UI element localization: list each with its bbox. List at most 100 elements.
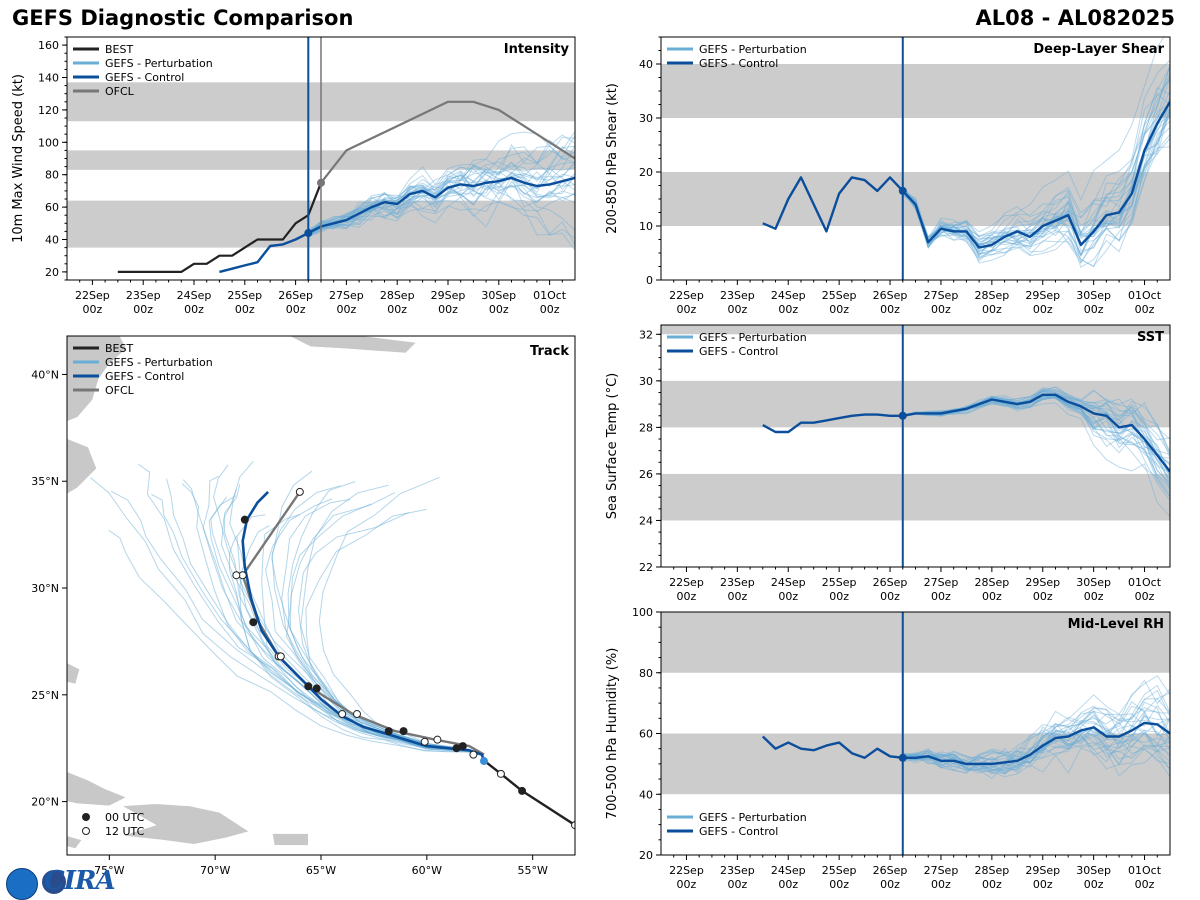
perturbation-member-line bbox=[902, 59, 1170, 245]
ofcl-12z-marker bbox=[276, 652, 285, 661]
x-tick-label: 00z bbox=[235, 303, 255, 316]
lon-tick-label: 70°W bbox=[200, 864, 230, 877]
x-tick-label: 01Oct bbox=[1128, 289, 1162, 302]
perturbation-track bbox=[281, 498, 485, 762]
x-tick-label: 00z bbox=[438, 303, 458, 316]
x-tick-label: 00z bbox=[829, 878, 849, 891]
lat-tick-label: 20°N bbox=[31, 796, 59, 809]
y-tick-label: 120 bbox=[38, 104, 59, 117]
perturbation-member-line bbox=[307, 146, 575, 235]
x-tick-label: 28Sep bbox=[380, 289, 415, 302]
x-tick-label: 26Sep bbox=[873, 289, 908, 302]
perturbation-member-line bbox=[902, 107, 1170, 258]
perturbation-member-line bbox=[902, 116, 1170, 252]
ofcl-12z-marker bbox=[232, 571, 241, 580]
lat-tick-label: 40°N bbox=[31, 368, 59, 381]
perturbation-track bbox=[111, 490, 485, 762]
marker-legend-label: 00 UTC bbox=[105, 811, 145, 824]
page-title: GEFS Diagnostic Comparison bbox=[12, 6, 354, 30]
control-line bbox=[219, 176, 575, 274]
control-track bbox=[241, 490, 486, 762]
perturbation-member-line bbox=[902, 78, 1170, 240]
threshold-band bbox=[661, 325, 1170, 335]
y-tick-label: 100 bbox=[38, 136, 59, 149]
x-tick-label: 28Sep bbox=[974, 289, 1009, 302]
x-tick-label: 00z bbox=[1135, 878, 1155, 891]
threshold-band bbox=[661, 172, 1170, 226]
lon-tick-label: 75°W bbox=[94, 864, 124, 877]
x-tick-label: 29Sep bbox=[1025, 576, 1060, 589]
y-tick-label: 20 bbox=[45, 266, 59, 279]
legend-label: BEST bbox=[105, 43, 133, 56]
perturbation-member-line bbox=[308, 161, 575, 231]
perturbation-member-line bbox=[902, 107, 1170, 252]
perturbation-track bbox=[229, 535, 485, 762]
panel-title: Deep-Layer Shear bbox=[1033, 42, 1164, 57]
x-tick-label: 00z bbox=[931, 303, 951, 316]
perturbation-member-line bbox=[902, 77, 1170, 243]
y-tick-label: 26 bbox=[639, 468, 653, 481]
x-tick-label: 00z bbox=[778, 878, 798, 891]
x-tick-label: 30Sep bbox=[481, 289, 516, 302]
perturbation-track bbox=[297, 512, 485, 762]
x-tick-label: 23Sep bbox=[126, 289, 161, 302]
y-tick-label: 160 bbox=[38, 39, 59, 52]
x-tick-label: 29Sep bbox=[1025, 289, 1060, 302]
legend-label: GEFS - Perturbation bbox=[699, 331, 807, 344]
perturbation-member-line bbox=[902, 120, 1170, 264]
x-tick-label: 00z bbox=[931, 878, 951, 891]
control-init-point bbox=[898, 186, 907, 195]
lat-tick-label: 25°N bbox=[31, 689, 59, 702]
x-tick-label: 28Sep bbox=[974, 576, 1009, 589]
best-track bbox=[481, 757, 575, 827]
control-00z-marker bbox=[312, 684, 321, 693]
perturbation-member-line bbox=[308, 172, 575, 236]
perturbation-track bbox=[287, 481, 485, 762]
perturbation-member-line bbox=[902, 387, 1170, 456]
perturbation-member-line bbox=[902, 704, 1170, 771]
x-tick-label: 24Sep bbox=[771, 289, 806, 302]
x-tick-label: 24Sep bbox=[177, 289, 212, 302]
ofcl-12z-marker bbox=[352, 710, 361, 719]
cira-globe-icon bbox=[42, 870, 66, 894]
perturbation-track bbox=[108, 529, 485, 762]
land-bahamas bbox=[67, 662, 81, 685]
x-tick-label: 00z bbox=[677, 878, 697, 891]
noaa-cira-logo: CIRA bbox=[4, 866, 116, 900]
plot-area-intensity bbox=[67, 37, 575, 280]
land-jamaica bbox=[67, 835, 83, 849]
perturbation-member-line bbox=[902, 386, 1170, 455]
perturbation-member-line bbox=[902, 37, 1165, 241]
y-axis-label: Sea Surface Temp (°C) bbox=[605, 373, 620, 520]
x-tick-label: 00z bbox=[83, 303, 103, 316]
x-tick-label: 01Oct bbox=[1128, 576, 1162, 589]
lon-tick-label: 55°W bbox=[517, 864, 547, 877]
y-axis-label: 10m Max Wind Speed (kt) bbox=[11, 74, 26, 243]
perturbation-member-line bbox=[902, 731, 1170, 772]
perturbation-track bbox=[300, 484, 485, 762]
perturbation-member-line bbox=[308, 180, 575, 235]
legend-label: GEFS - Perturbation bbox=[699, 43, 807, 56]
y-tick-label: 40 bbox=[45, 234, 59, 247]
perturbation-member-line bbox=[902, 731, 1170, 778]
x-tick-label: 00z bbox=[880, 303, 900, 316]
threshold-band bbox=[661, 380, 1170, 428]
y-tick-label: 0 bbox=[646, 274, 653, 287]
threshold-band bbox=[661, 612, 1170, 673]
map-area bbox=[67, 336, 575, 849]
x-tick-label: 00z bbox=[1135, 303, 1155, 316]
panel-title: SST bbox=[1137, 330, 1164, 345]
panel-title: Intensity bbox=[504, 42, 570, 57]
legend-label: BEST bbox=[105, 342, 133, 355]
x-tick-label: 25Sep bbox=[227, 289, 262, 302]
x-tick-label: 30Sep bbox=[1076, 289, 1111, 302]
perturbation-member-line bbox=[902, 65, 1170, 242]
land-hispaniola bbox=[120, 803, 250, 845]
control-init-point bbox=[898, 411, 907, 420]
x-tick-label: 22Sep bbox=[75, 289, 110, 302]
control-init-point bbox=[898, 753, 907, 762]
perturbation-member-line bbox=[902, 402, 1170, 517]
legend-label: GEFS - Perturbation bbox=[105, 57, 213, 70]
y-tick-label: 22 bbox=[639, 561, 653, 574]
perturbation-member-line bbox=[308, 165, 575, 235]
